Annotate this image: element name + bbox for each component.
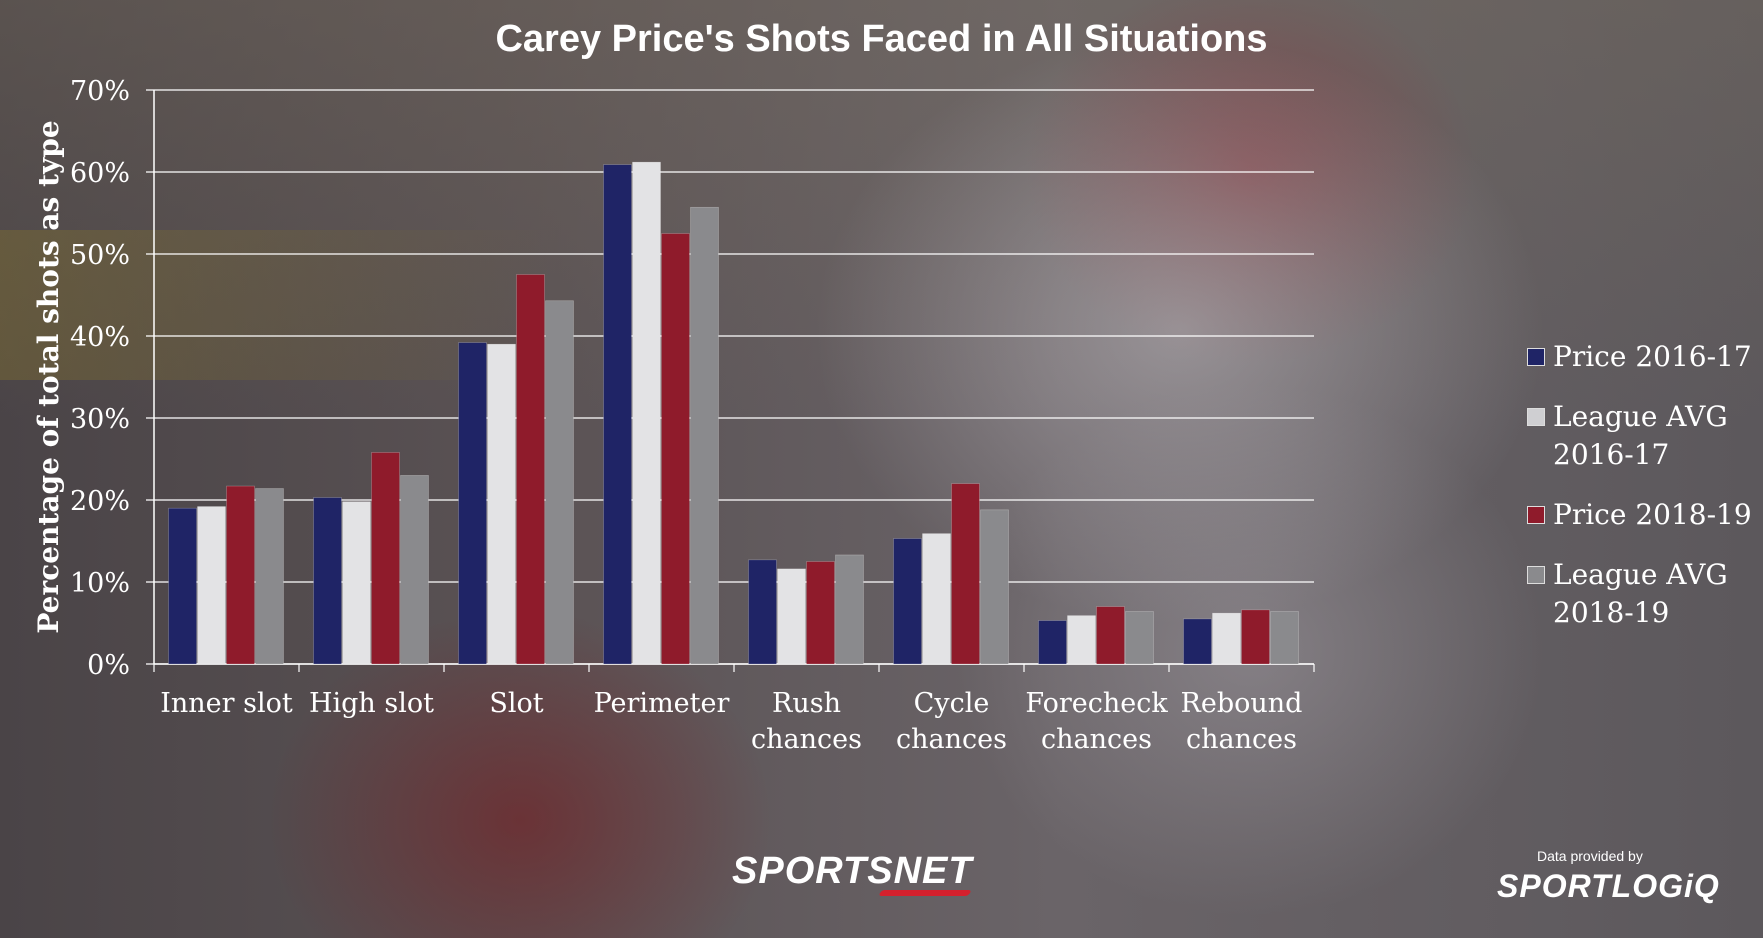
bar [168, 507, 197, 665]
bar [777, 568, 806, 665]
y-tick-label: 10% [70, 568, 130, 599]
x-tick-label: chances [751, 724, 862, 755]
bar [1241, 609, 1270, 665]
bar [893, 538, 922, 665]
bar [1038, 620, 1067, 665]
y-tick-label: 20% [70, 486, 130, 517]
chart-legend: Price 2016-17 League AVG 2016-17 Price 2018… [1527, 338, 1757, 654]
bar [1125, 611, 1154, 665]
legend-swatch [1527, 348, 1545, 366]
y-tick-label: 0% [87, 650, 130, 681]
bar [748, 559, 777, 665]
bar [1096, 606, 1125, 665]
legend-label: 2018-19 [1553, 596, 1670, 629]
data-credit-label: Data provided by [1537, 848, 1643, 864]
bar [1183, 618, 1212, 665]
bar [603, 164, 632, 665]
x-tick-label: chances [1041, 724, 1152, 755]
x-tick-label: chances [896, 724, 1007, 755]
x-tick-label: Slot [489, 688, 543, 719]
bar [661, 233, 690, 665]
bar [342, 501, 371, 665]
bar [1270, 611, 1299, 665]
bar [458, 342, 487, 665]
y-tick-label: 60% [70, 158, 130, 189]
bar [197, 506, 226, 665]
legend-item: Price 2018-19 [1527, 496, 1757, 534]
x-tick-label: Rush [772, 688, 841, 719]
legend-label: Price 2016-17 [1553, 340, 1752, 373]
bar [255, 488, 284, 665]
legend-label: League AVG [1553, 400, 1728, 433]
bar [371, 452, 400, 665]
legend-label: Price 2018-19 [1553, 498, 1752, 531]
legend-swatch [1527, 566, 1545, 584]
bar [1067, 615, 1096, 665]
sportlogiq-logo: SPORTLOGiQ [1497, 868, 1720, 904]
bar [313, 497, 342, 665]
x-tick-label: chances [1186, 724, 1297, 755]
x-tick-label: High slot [309, 688, 434, 719]
y-tick-label: 70% [70, 76, 130, 107]
bar [487, 343, 516, 665]
legend-item: League AVG 2018-19 [1527, 556, 1757, 632]
x-tick-label: Rebound [1181, 688, 1303, 719]
bar [806, 561, 835, 665]
bar [545, 300, 574, 665]
bar [1212, 612, 1241, 665]
y-tick-label: 50% [70, 240, 130, 271]
bar [400, 475, 429, 665]
bar [980, 509, 1009, 665]
legend-label: League AVG [1553, 558, 1728, 591]
bar [516, 274, 545, 665]
x-tick-label: Forecheck [1025, 688, 1168, 719]
x-tick-label: Perimeter [594, 688, 730, 719]
sportsnet-swoosh [878, 890, 972, 896]
legend-label: 2016-17 [1553, 438, 1670, 471]
legend-swatch [1527, 408, 1545, 426]
bar [632, 161, 661, 665]
legend-item: League AVG 2016-17 [1527, 398, 1757, 474]
y-axis-title: Percentage of total shots as type [32, 120, 65, 633]
x-tick-label: Inner slot [160, 688, 293, 719]
bar [226, 485, 255, 665]
bar [690, 206, 719, 665]
bar [951, 483, 980, 665]
legend-item: Price 2016-17 [1527, 338, 1757, 376]
sportsnet-logo: SPORTSNET [732, 850, 973, 892]
y-tick-label: 30% [70, 404, 130, 435]
chart-title: Carey Price's Shots Faced in All Situati… [495, 18, 1268, 60]
x-tick-label: Cycle [914, 688, 990, 719]
bar [835, 554, 864, 665]
y-tick-label: 40% [70, 322, 130, 353]
bar [922, 533, 951, 665]
legend-swatch [1527, 506, 1545, 524]
